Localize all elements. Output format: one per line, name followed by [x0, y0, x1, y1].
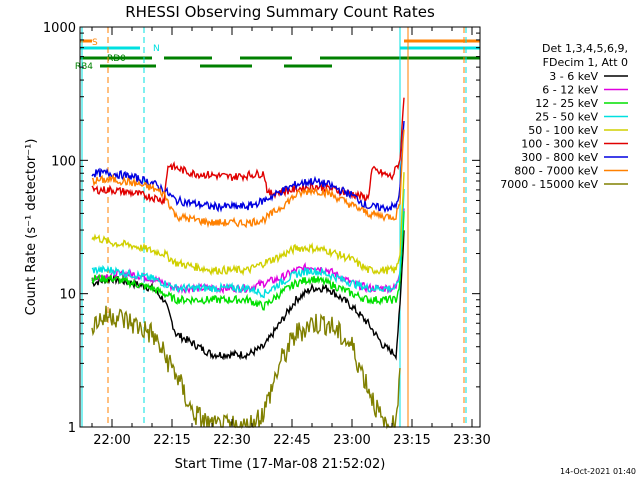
x-tick-label: 23:15 [393, 433, 430, 448]
x-axis-ticks: 22:00 22:15 22:30 22:45 23:00 23:15 23:30 [91, 27, 491, 448]
legend-label: 6 - 12 keV [542, 84, 598, 97]
y-tick-label: 1 [68, 421, 76, 436]
series-line-8 [91, 305, 401, 430]
legend-label: 50 - 100 keV [528, 124, 598, 137]
x-tick-label: 23:30 [453, 433, 490, 448]
vertical-markers [81, 27, 467, 427]
series-line-7 [91, 129, 405, 229]
series-line-2 [91, 211, 405, 311]
x-tick-label: 22:45 [273, 433, 310, 448]
plot-frame [79, 26, 481, 428]
series-line-0 [91, 230, 405, 361]
x-tick-label: 22:30 [213, 433, 250, 448]
series-line-3 [91, 188, 405, 299]
series-line-5 [91, 97, 405, 206]
legend-label: 7000 - 15000 keV [500, 178, 598, 191]
y-tick-label: 10 [59, 288, 76, 303]
legend-label: 3 - 6 keV [549, 70, 598, 83]
flag-bars: S N RD0 RB4 [75, 38, 480, 72]
legend-label: 800 - 7000 keV [514, 165, 598, 178]
legend-label: 300 - 800 keV [521, 151, 598, 164]
generation-timestamp: 14-Oct-2021 01:40 [560, 467, 636, 476]
x-tick-label: 22:15 [153, 433, 190, 448]
series-lines [91, 97, 405, 430]
flag-label-rd0: RD0 [107, 54, 126, 64]
legend-header-line-1: Det 1,3,4,5,6,9, [542, 42, 628, 55]
series-line-6 [91, 120, 405, 214]
x-tick-label: 23:00 [333, 433, 370, 448]
legend: Det 1,3,4,5,6,9, FDecim 1, Att 0 3 - 6 k… [500, 42, 628, 191]
legend-label: 12 - 25 keV [535, 97, 598, 110]
x-axis-label: Start Time (17-Mar-08 21:52:02) [175, 457, 386, 472]
flag-label-n: N [153, 44, 160, 54]
series-line-4 [91, 172, 405, 277]
y-tick-label: 1000 [43, 21, 76, 36]
y-axis-ticks: 1 10 100 1000 [43, 21, 480, 436]
x-tick-label: 22:00 [93, 433, 130, 448]
flag-label-rb4: RB4 [75, 62, 93, 72]
legend-label: 100 - 300 keV [521, 138, 598, 151]
flag-label-s: S [92, 38, 98, 48]
y-axis-label: Count Rate (s⁻¹ detector⁻¹) [24, 139, 39, 316]
chart-title: RHESSI Observing Summary Count Rates [125, 3, 435, 21]
legend-label: 25 - 50 keV [535, 111, 598, 124]
legend-header-line-2: FDecim 1, Att 0 [543, 56, 628, 69]
y-tick-label: 100 [51, 154, 76, 169]
